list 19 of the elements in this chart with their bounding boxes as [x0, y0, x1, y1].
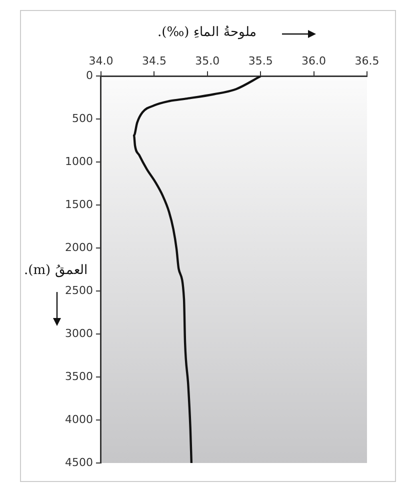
y-axis-title: العمقُ (m). — [24, 262, 88, 278]
y-tick-label: 4000 — [64, 412, 93, 426]
x-tick-label: 34.5 — [142, 54, 166, 68]
y-tick-label: 0 — [86, 69, 93, 82]
y-tick-label: 2000 — [64, 240, 93, 254]
line-series — [132, 76, 262, 463]
y-tick-label: 4500 — [64, 456, 93, 469]
x-tick-label: 36.0 — [302, 54, 326, 68]
y-tick-label: 3500 — [64, 370, 93, 383]
x-tick-label: 35.5 — [248, 54, 273, 68]
x-tick-label: 35.0 — [195, 54, 220, 68]
y-tick-label: 2500 — [64, 284, 93, 297]
y-tick-label: 1500 — [64, 198, 93, 211]
y-tick-label: 3000 — [64, 326, 93, 340]
y-tick-label: 1000 — [64, 155, 93, 168]
x-tick-label: 36.5 — [354, 54, 380, 68]
x-axis-title: ملوحةُ الماءِ (‰). — [156, 24, 258, 40]
x-tick-label: 34.0 — [88, 54, 114, 68]
y-tick-label: 500 — [72, 112, 93, 126]
